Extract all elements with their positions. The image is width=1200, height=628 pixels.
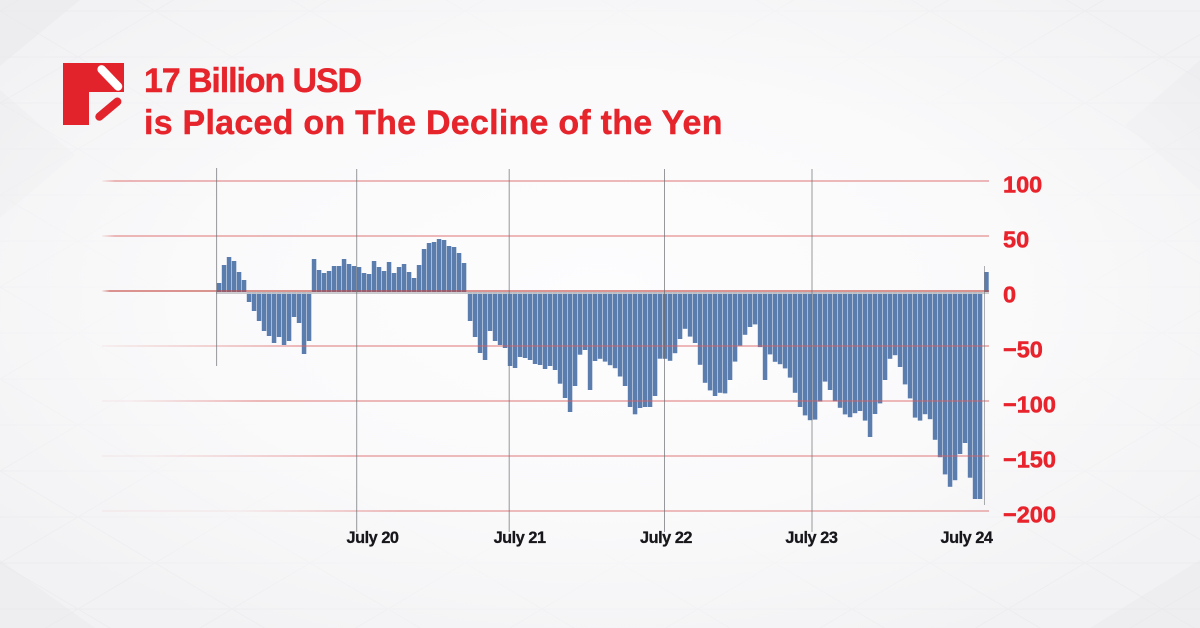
svg-text:0: 0: [1003, 281, 1016, 307]
svg-text:July 21: July 21: [494, 529, 546, 547]
svg-text:July 23: July 23: [785, 529, 837, 547]
svg-text:−200: −200: [1003, 501, 1056, 527]
svg-text:July 22: July 22: [640, 529, 692, 547]
svg-text:−100: −100: [1003, 391, 1056, 417]
svg-text:100: 100: [1003, 171, 1042, 197]
svg-text:50: 50: [1003, 226, 1029, 252]
svg-text:July 24: July 24: [940, 529, 992, 547]
svg-text:July 20: July 20: [346, 529, 398, 547]
svg-text:−150: −150: [1003, 446, 1056, 472]
svg-text:−50: −50: [1003, 336, 1043, 362]
